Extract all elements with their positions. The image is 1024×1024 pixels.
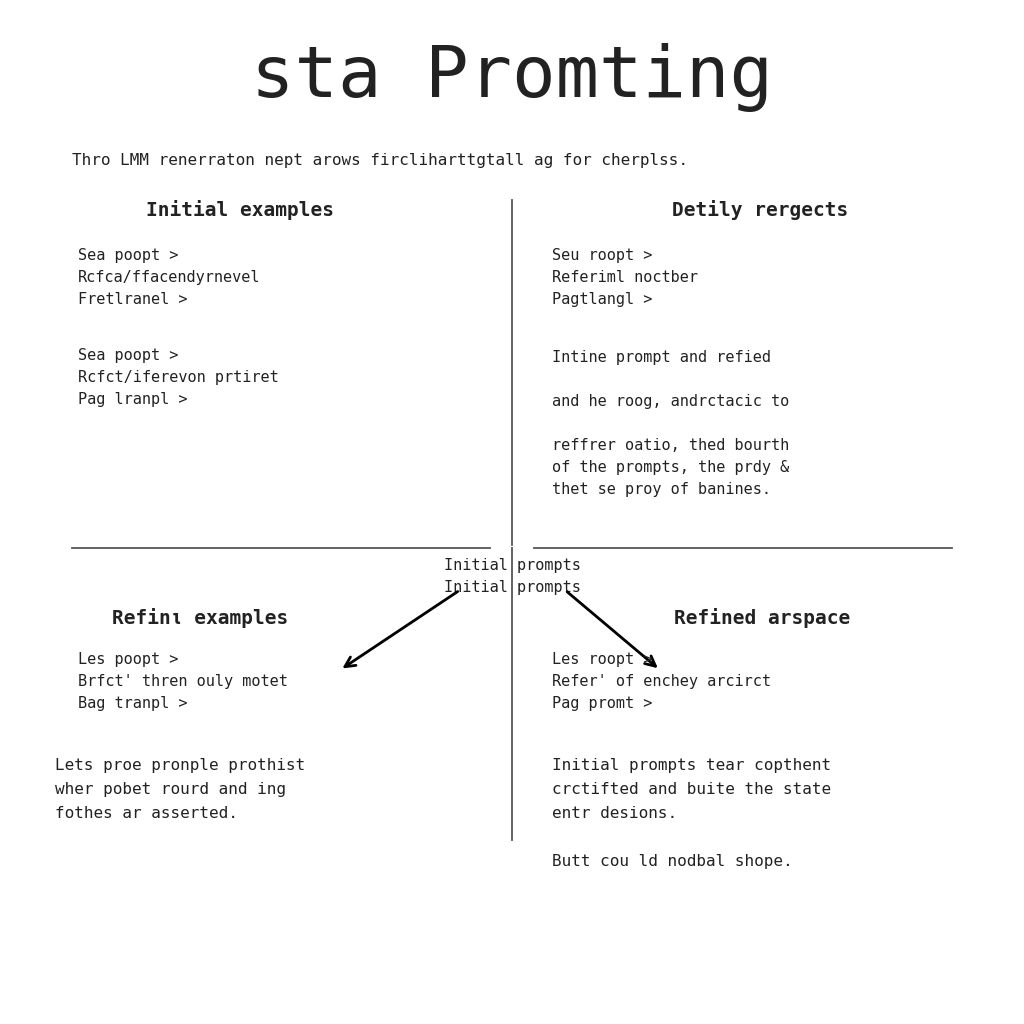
Text: sta Promting: sta Promting	[251, 43, 773, 113]
Text: Initial examples: Initial examples	[146, 200, 334, 220]
Text: of the prompts, the prdy &: of the prompts, the prdy &	[552, 460, 790, 475]
Text: and he roog, andrctacic to: and he roog, andrctacic to	[552, 394, 790, 409]
Text: Sea poopt >: Sea poopt >	[78, 248, 178, 263]
Text: Pag lranpl >: Pag lranpl >	[78, 392, 187, 407]
Text: entr desions.: entr desions.	[552, 806, 677, 821]
Text: Thro LMM renerraton nept arows fircliharttgtall ag for cherplss.: Thro LMM renerraton nept arows firclihar…	[72, 153, 688, 168]
Text: Les poopt >: Les poopt >	[78, 652, 178, 667]
Text: Detily rergects: Detily rergects	[672, 200, 848, 220]
Text: Seu roopt >: Seu roopt >	[552, 248, 652, 263]
Text: reffrer oatio, thed bourth: reffrer oatio, thed bourth	[552, 438, 790, 453]
Text: Rcfct/iferevon prtiret: Rcfct/iferevon prtiret	[78, 370, 279, 385]
Text: Initial prompts tear copthent: Initial prompts tear copthent	[552, 758, 831, 773]
Text: thet se proy of banines.: thet se proy of banines.	[552, 482, 771, 497]
Text: Fretlranel >: Fretlranel >	[78, 292, 187, 307]
Text: Initial prompts: Initial prompts	[443, 558, 581, 573]
Text: Butt cou ld nodbal shope.: Butt cou ld nodbal shope.	[552, 854, 793, 869]
Text: Referiml noctber: Referiml noctber	[552, 270, 698, 285]
Text: crctifted and buite the state: crctifted and buite the state	[552, 782, 831, 797]
Text: Bag tranpl >: Bag tranpl >	[78, 696, 187, 711]
Text: fothes ar asserted.: fothes ar asserted.	[55, 806, 238, 821]
Text: Rcfca/ffacendyrnevel: Rcfca/ffacendyrnevel	[78, 270, 260, 285]
Text: Intine prompt and refied: Intine prompt and refied	[552, 350, 771, 365]
Text: Refined arspace: Refined arspace	[674, 608, 850, 628]
Text: Pagtlangl >: Pagtlangl >	[552, 292, 652, 307]
Text: Refinι examples: Refinι examples	[112, 608, 288, 628]
Text: Sea poopt >: Sea poopt >	[78, 348, 178, 362]
Text: Lets proe pronple prothist: Lets proe pronple prothist	[55, 758, 305, 773]
Text: Refer' of enchey arcirct: Refer' of enchey arcirct	[552, 674, 771, 689]
Text: Pag promt >: Pag promt >	[552, 696, 652, 711]
Text: Brfct' thren ouly motet: Brfct' thren ouly motet	[78, 674, 288, 689]
Text: Initial prompts: Initial prompts	[443, 580, 581, 595]
Text: wher pobet rourd and ing: wher pobet rourd and ing	[55, 782, 286, 797]
Text: Les roopt >: Les roopt >	[552, 652, 652, 667]
